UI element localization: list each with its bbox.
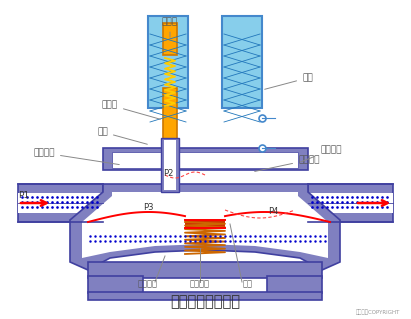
Bar — [267, 276, 322, 293]
Text: 主阀阀芯: 主阀阀芯 — [190, 279, 210, 288]
Bar — [308, 184, 393, 222]
Bar — [163, 23, 177, 55]
Text: 导阀阀座: 导阀阀座 — [255, 155, 319, 171]
Text: 线圈: 线圈 — [97, 128, 147, 144]
Bar — [18, 184, 103, 222]
Text: 平衡孔道: 平衡孔道 — [34, 149, 119, 165]
Bar — [112, 152, 298, 168]
Bar — [308, 193, 393, 213]
Bar — [148, 16, 188, 108]
Polygon shape — [82, 192, 328, 258]
Bar — [185, 220, 225, 228]
Text: P4: P4 — [268, 207, 278, 217]
Text: 泄压孔道: 泄压孔道 — [300, 145, 342, 162]
Bar — [18, 193, 103, 213]
Text: P3: P3 — [143, 204, 153, 212]
Bar — [161, 138, 179, 192]
Text: 主阀阀座: 主阀阀座 — [138, 279, 158, 288]
Bar — [222, 16, 262, 108]
Text: 动铁心: 动铁心 — [102, 100, 160, 119]
Text: 定铁心: 定铁心 — [162, 18, 178, 37]
Text: 管道联系式电磁阀: 管道联系式电磁阀 — [170, 294, 240, 309]
Polygon shape — [70, 184, 340, 270]
Bar — [163, 88, 177, 158]
Text: 膜片: 膜片 — [243, 279, 253, 288]
Bar — [88, 262, 322, 278]
Text: 东方仿真COPYRIGHT: 东方仿真COPYRIGHT — [356, 309, 400, 315]
Text: P1: P1 — [18, 191, 29, 201]
Text: 弹簧: 弹簧 — [265, 73, 313, 89]
Bar — [103, 148, 308, 170]
Bar — [164, 140, 176, 190]
Text: P2: P2 — [163, 168, 173, 177]
Bar — [88, 292, 322, 300]
Bar — [88, 276, 143, 293]
